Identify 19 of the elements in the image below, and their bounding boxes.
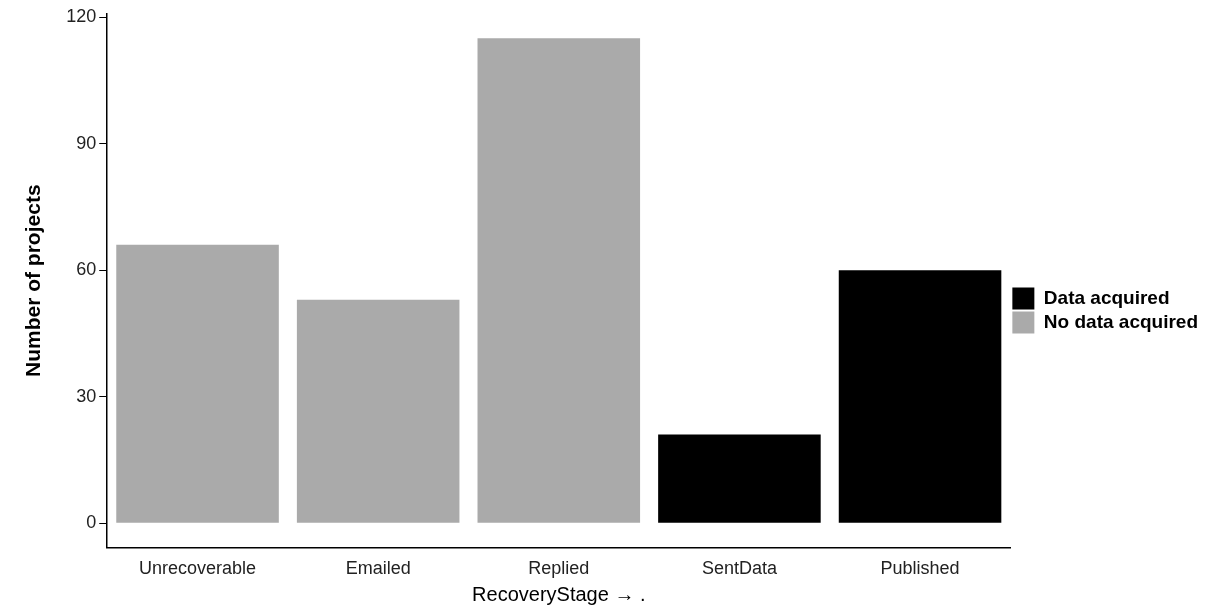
- bar: [838, 270, 1002, 523]
- y-tick-label: 60: [76, 259, 97, 280]
- x-tick-label: SentData: [701, 558, 778, 579]
- x-tick-label: Published: [880, 558, 960, 579]
- y-tick-label: 30: [76, 385, 97, 406]
- legend-label: No data acquired: [1043, 310, 1199, 332]
- bar: [658, 434, 821, 523]
- y-tick-label: 120: [66, 6, 97, 27]
- x-tick-label: Emailed: [345, 558, 411, 579]
- bar: [116, 244, 279, 523]
- bar: [477, 38, 641, 523]
- x-tick-label: Unrecoverable: [139, 558, 257, 579]
- y-tick-label: 0: [86, 512, 97, 533]
- y-axis-title: Number of projects: [21, 184, 45, 377]
- bar: [296, 299, 460, 523]
- y-tick-label: 90: [76, 132, 97, 153]
- x-tick-label: Replied: [528, 558, 590, 579]
- x-axis-title: RecoveryStage → .: [472, 582, 646, 605]
- legend-label: Data acquired: [1043, 286, 1170, 308]
